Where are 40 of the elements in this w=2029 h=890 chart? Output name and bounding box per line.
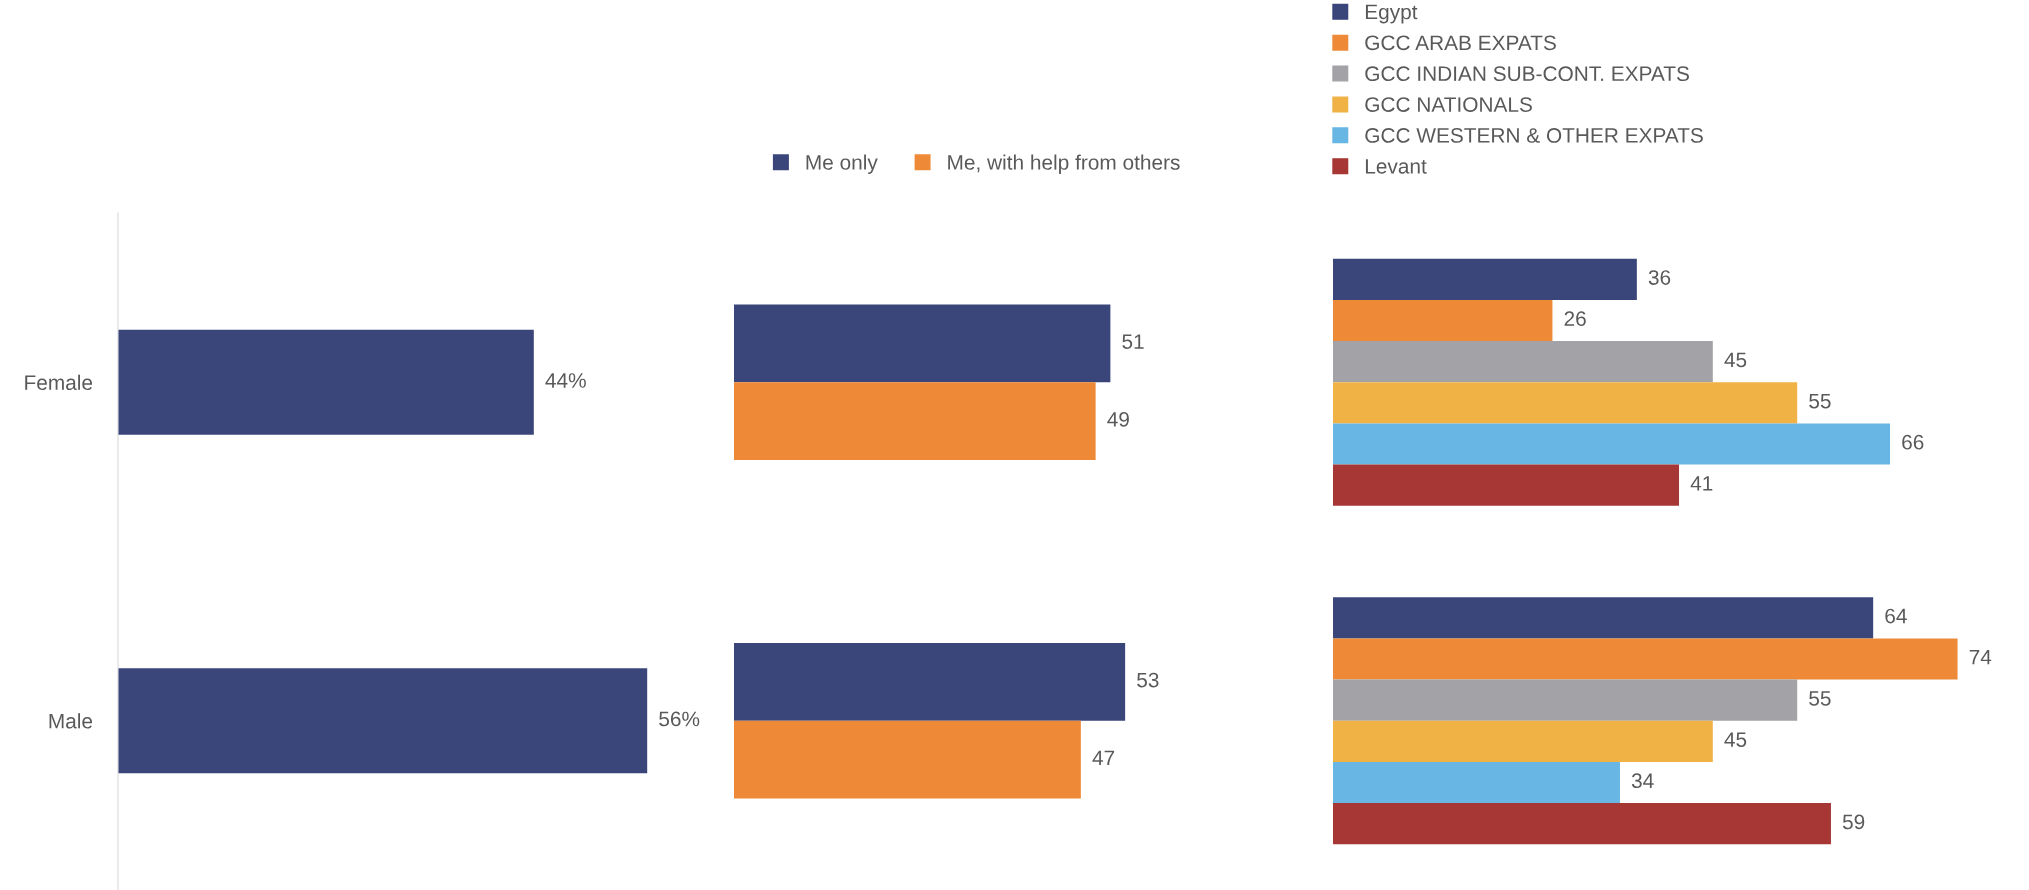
data-label: 45	[1724, 732, 1747, 747]
data-label: 55	[1809, 691, 1831, 706]
y-tick-label: Female	[25, 374, 93, 390]
bar	[1333, 299, 1553, 342]
bar	[1333, 423, 1891, 465]
data-label: 26	[1564, 311, 1586, 327]
bar	[1333, 464, 1680, 506]
data-label: 66	[1902, 434, 1924, 450]
data-label: 59	[1842, 814, 1865, 830]
bar	[1333, 382, 1798, 424]
bar	[1333, 341, 1713, 383]
legend-label: GCC ARAB EXPATS	[1365, 35, 1556, 51]
data-label: 44%	[545, 373, 586, 388]
data-label: 36	[1648, 270, 1671, 285]
legend-label: GCC NATIONALS	[1365, 97, 1532, 112]
data-label: 64	[1885, 608, 1907, 624]
bar	[1333, 720, 1713, 762]
legend-label: Egypt	[1365, 4, 1418, 24]
legend-label: Me, with help from others	[948, 154, 1180, 174]
legend-label: Me only	[806, 154, 878, 174]
bar	[1333, 679, 1798, 721]
y-tick-label: Male	[49, 713, 93, 729]
bar	[1333, 597, 1874, 639]
data-label: 53	[1137, 672, 1159, 688]
legend-label: GCC WESTERN & OTHER EXPATS	[1365, 128, 1703, 143]
data-label: 74	[1969, 650, 1992, 665]
bar	[1333, 258, 1637, 300]
data-label: 51	[1122, 334, 1144, 349]
data-label: 56%	[659, 711, 700, 727]
bar	[1333, 761, 1620, 804]
data-label: 55	[1809, 393, 1831, 409]
data-label: 34	[1631, 773, 1654, 789]
data-label: 47	[1092, 750, 1115, 766]
legend-label: Levant	[1365, 159, 1427, 174]
data-label: 45	[1724, 352, 1747, 368]
data-label: 49	[1107, 412, 1129, 427]
bar	[1333, 638, 1958, 680]
legend-label: GCC INDIAN SUB-CONT. EXPATS	[1365, 66, 1689, 82]
data-label: 41	[1690, 476, 1713, 491]
bar	[1333, 803, 1831, 845]
